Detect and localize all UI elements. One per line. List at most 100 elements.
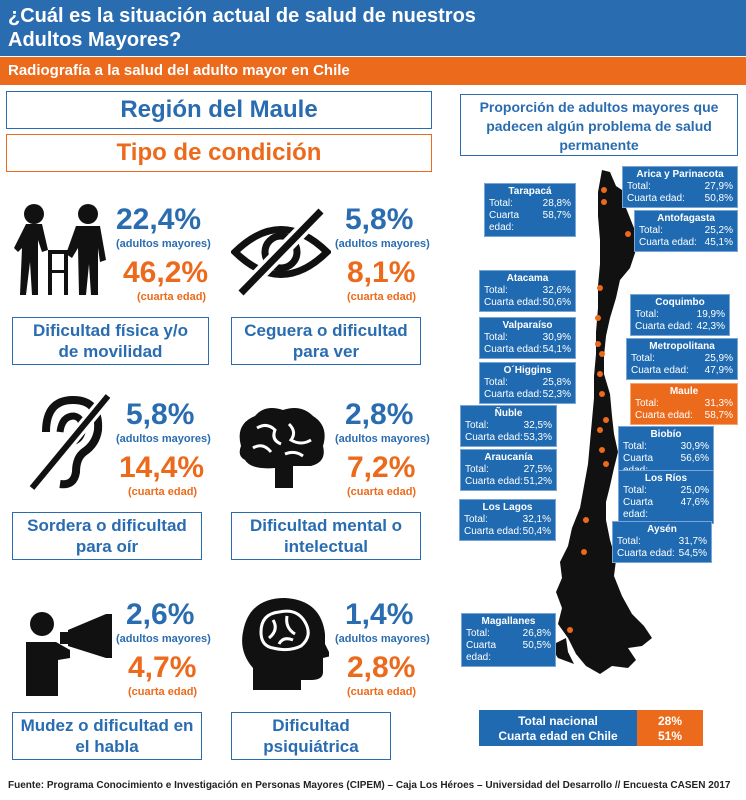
total-label: Total: [465, 464, 489, 475]
fourth-label: Cuarta edad: [465, 476, 523, 487]
fourth-label: Cuarta edad: [484, 389, 542, 400]
label-fourth: (cuarta edad) [347, 686, 417, 698]
label-line-2: psiquiátrica [263, 737, 359, 756]
label-fourth: (cuarta edad) [347, 291, 417, 303]
fourth-label: Cuarta edad: [635, 321, 693, 332]
region-fourth: 47,6% [680, 497, 709, 508]
region-name: Araucanía [484, 452, 533, 463]
region-name: Magallanes [481, 616, 536, 627]
region-box-coquimbo: Coquimbo Total: 19,9% Cuarta edad: 42,3% [630, 294, 730, 336]
fourth-label: Cuarta edad: [484, 344, 542, 355]
fourth-label: Cuarta edad: [631, 365, 689, 376]
region-name: Ñuble [494, 408, 523, 419]
region-name: Tarapacá [508, 186, 552, 197]
region-fourth: 47,9% [704, 365, 733, 376]
head-brain-icon [242, 598, 329, 690]
pct-fourth: 2,8% [347, 651, 416, 684]
pct-adults: 1,4% [345, 598, 414, 631]
region-box-atacama: Atacama Total: 32,6% Cuarta edad: 50,6% [479, 270, 576, 312]
total-label: Total: [484, 332, 508, 343]
condition-label-psychiatric: Dificultad psiquiátrica [231, 712, 391, 760]
national-labels: Total nacional Cuarta edad en Chile [479, 710, 637, 746]
region-box-nuble: Ñuble Total: 32,5% Cuarta edad: 53,3% [460, 405, 557, 447]
region-total: 25,9% [704, 353, 733, 364]
region-total: 28,8% [542, 198, 571, 209]
label-line-1: Sordera o dificultad [27, 516, 187, 535]
label-adults: (adultos mayores) [116, 633, 211, 645]
region-fourth: 50,5% [522, 640, 551, 651]
national-fourth-value: 51% [657, 729, 683, 743]
crossed-ear-icon [28, 392, 112, 492]
region-fourth: 54,1% [542, 344, 571, 355]
total-label: Total: [623, 441, 647, 452]
region-fourth: 50,6% [542, 297, 571, 308]
region-box-arica: Arica y Parinacota Total: 27,9% Cuarta ed… [622, 166, 738, 208]
label-line-1: Ceguera o dificultad [244, 321, 408, 340]
title-line-1: ¿Cuál es la situación actual de salud de… [8, 5, 476, 27]
region-fourth: 50,8% [704, 193, 733, 204]
total-label: Total: [464, 514, 488, 525]
fourth-label: Cuarta edad: [623, 497, 654, 520]
subtitle-bar: Radiografía a la salud del adulto mayor … [0, 57, 746, 85]
region-fourth: 50,4% [522, 526, 551, 537]
region-fourth: 58,7% [704, 410, 733, 421]
region-total: 19,9% [696, 309, 725, 320]
megaphone-person-icon [26, 612, 112, 696]
condition-vision: 5,8% (adultos mayores) 8,1% (cuarta edad… [225, 195, 439, 305]
total-label: Total: [617, 536, 641, 547]
region-total: 32,1% [522, 514, 551, 525]
label-line-1: Dificultad mental o [249, 516, 403, 535]
pct-adults: 22,4% [116, 203, 202, 236]
region-total: 32,5% [523, 420, 552, 431]
total-label: Total: [635, 398, 659, 409]
label-fourth: (cuarta edad) [128, 686, 198, 698]
label-fourth: (cuarta edad) [347, 486, 417, 498]
region-name: Antofagasta [657, 213, 715, 224]
region-name: Coquimbo [655, 297, 705, 308]
region-fourth: 51,2% [523, 476, 552, 487]
total-label: Total: [627, 181, 651, 192]
region-fourth: 58,7% [542, 210, 571, 221]
map-title-line-3: permanente [559, 137, 639, 153]
subtitle: Radiografía a la salud del adulto mayor … [8, 62, 350, 79]
condition-label-physical: Dificultad física y/o de movilidad [12, 317, 209, 365]
condition-physical: 22,4% (adultos mayores) 46,2% (cuarta ed… [6, 195, 220, 305]
pct-fourth: 7,2% [347, 451, 416, 484]
condition-label-speech: Mudez o dificultad en el habla [12, 712, 202, 760]
condition-psychiatric: 1,4% (adultos mayores) 2,8% (cuarta edad… [225, 590, 439, 700]
region-box-maule: Maule Total: 31,3% Cuarta edad: 58,7% [630, 383, 738, 425]
fourth-label: Cuarta edad: [627, 193, 685, 204]
header-banner: ¿Cuál es la situación actual de salud de… [0, 0, 746, 56]
chile-map [550, 170, 652, 674]
region-total: 32,6% [542, 285, 571, 296]
national-total-box: Total nacional Cuarta edad en Chile 28% … [479, 710, 703, 746]
region-name: Maule [669, 386, 699, 397]
region-box-aysen: Aysén Total: 31,7% Cuarta edad: 54,5% [612, 521, 712, 563]
label-adults: (adultos mayores) [116, 433, 211, 445]
region-name: Atacama [506, 273, 549, 284]
region-box-valparaiso: Valparaíso Total: 30,9% Cuarta edad: 54,1% [479, 317, 576, 359]
national-total-value: 28% [657, 714, 683, 728]
total-label: Total: [623, 485, 647, 496]
pct-fourth: 46,2% [123, 256, 209, 289]
condition-label-hearing: Sordera o dificultad para oír [12, 512, 202, 560]
region-total: 30,9% [680, 441, 709, 452]
section-title: Tipo de condición [6, 134, 432, 172]
label-line-1: Dificultad física y/o [33, 321, 188, 340]
label-adults: (adultos mayores) [335, 433, 430, 445]
map-title-line-2: padecen algún problema de salud [486, 118, 712, 134]
map-title-line-1: Proporción de adultos mayores que [479, 99, 719, 115]
title-line-2: Adultos Mayores? [8, 29, 182, 51]
total-label: Total: [484, 285, 508, 296]
region-box-antofagasta: Antofagasta Total: 25,2% Cuarta edad: 45,1… [634, 210, 738, 252]
label-line-1: Mudez o dificultad en [20, 716, 194, 735]
condition-mental: 2,8% (adultos mayores) 7,2% (cuarta edad… [225, 390, 439, 500]
fourth-label: Cuarta edad: [484, 297, 542, 308]
national-fourth-label: Cuarta edad en Chile [498, 729, 618, 743]
national-total-label: Total nacional [518, 714, 598, 728]
fourth-label: Cuarta edad: [464, 526, 522, 537]
fourth-label: Cuarta edad: [617, 548, 675, 559]
fourth-label: Cuarta edad: [635, 410, 693, 421]
condition-hearing: 5,8% (adultos mayores) 14,4% (cuarta eda… [6, 390, 220, 500]
fourth-label: Cuarta edad: [489, 210, 520, 233]
